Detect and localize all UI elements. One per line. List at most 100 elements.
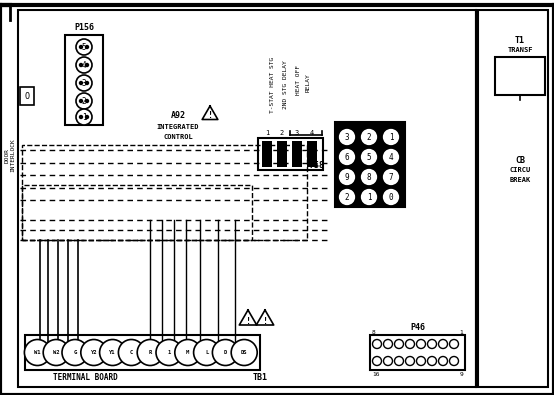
Circle shape [193, 339, 219, 365]
Text: C: C [130, 350, 133, 355]
Circle shape [338, 128, 356, 146]
Circle shape [338, 168, 356, 186]
Text: 6: 6 [345, 152, 350, 162]
Text: 9: 9 [459, 372, 463, 378]
Circle shape [62, 339, 88, 365]
Circle shape [382, 128, 400, 146]
Bar [20, 87, 34, 105]
Text: TERMINAL BOARD: TERMINAL BOARD [53, 374, 117, 382]
Circle shape [137, 339, 163, 365]
Bar [495, 57, 545, 95]
Text: O: O [24, 92, 29, 100]
Circle shape [80, 100, 83, 102]
Circle shape [76, 93, 92, 109]
Text: INTEGRATED: INTEGRATED [157, 124, 199, 130]
Bar [370, 335, 465, 370]
Circle shape [338, 188, 356, 206]
Bar [277, 141, 287, 167]
Circle shape [382, 148, 400, 166]
Circle shape [338, 148, 356, 166]
Circle shape [175, 339, 201, 365]
Text: 2ND STG DELAY: 2ND STG DELAY [283, 60, 288, 109]
Bar [25, 335, 260, 370]
Text: 3: 3 [345, 132, 350, 141]
Circle shape [76, 109, 92, 125]
Text: !: ! [245, 316, 250, 325]
Circle shape [383, 339, 392, 348]
Text: 8: 8 [367, 173, 371, 181]
Circle shape [372, 357, 382, 365]
Text: 3: 3 [295, 130, 299, 136]
Circle shape [81, 339, 107, 365]
Circle shape [449, 357, 459, 365]
Circle shape [394, 339, 403, 348]
Circle shape [85, 45, 89, 49]
Text: 5: 5 [367, 152, 371, 162]
Text: W1: W1 [34, 350, 40, 355]
Text: 1: 1 [81, 113, 86, 122]
Text: 1: 1 [265, 130, 269, 136]
Text: TRANSF: TRANSF [507, 47, 533, 53]
Bar [18, 10, 476, 387]
Circle shape [80, 81, 83, 85]
Circle shape [24, 339, 50, 365]
Circle shape [76, 57, 92, 73]
Bar [22, 185, 252, 240]
Text: P46: P46 [410, 322, 425, 331]
Circle shape [360, 188, 378, 206]
Text: 16: 16 [372, 372, 379, 378]
Circle shape [360, 168, 378, 186]
Text: 2: 2 [367, 132, 371, 141]
Circle shape [428, 339, 437, 348]
Circle shape [428, 357, 437, 365]
Text: 1: 1 [389, 132, 393, 141]
Bar [22, 145, 307, 240]
Circle shape [85, 100, 89, 102]
Circle shape [360, 148, 378, 166]
Circle shape [76, 39, 92, 55]
Text: CONTROL: CONTROL [163, 134, 193, 140]
Text: P58: P58 [310, 160, 325, 169]
Circle shape [119, 339, 145, 365]
Text: DOOR
INTERLOCK: DOOR INTERLOCK [4, 138, 16, 172]
Text: 3: 3 [81, 79, 86, 88]
Text: Y2: Y2 [90, 350, 97, 355]
Polygon shape [239, 310, 257, 325]
Text: A92: A92 [171, 111, 186, 120]
Text: !: ! [263, 316, 268, 325]
Circle shape [85, 64, 89, 66]
Circle shape [383, 357, 392, 365]
Text: R: R [148, 350, 152, 355]
Text: RELAY: RELAY [305, 73, 310, 92]
Circle shape [449, 339, 459, 348]
Text: 4: 4 [81, 60, 86, 70]
Circle shape [417, 357, 425, 365]
Text: 2: 2 [345, 192, 350, 201]
Circle shape [439, 357, 448, 365]
Circle shape [43, 339, 69, 365]
Bar [292, 141, 302, 167]
Text: 7: 7 [389, 173, 393, 181]
Text: 1: 1 [367, 192, 371, 201]
Circle shape [382, 188, 400, 206]
Circle shape [80, 115, 83, 118]
Text: 4: 4 [389, 152, 393, 162]
Text: DS: DS [241, 350, 248, 355]
Text: Y1: Y1 [109, 350, 116, 355]
Circle shape [76, 75, 92, 91]
Text: TB1: TB1 [253, 374, 268, 382]
Text: L: L [205, 350, 208, 355]
Circle shape [360, 128, 378, 146]
Text: 0: 0 [389, 192, 393, 201]
Text: !: ! [208, 111, 213, 120]
Bar [307, 141, 317, 167]
Text: BREAK: BREAK [509, 177, 531, 183]
Text: CIRCU: CIRCU [509, 167, 531, 173]
Text: 8: 8 [372, 331, 376, 335]
Bar [478, 10, 548, 387]
Text: D: D [224, 350, 227, 355]
Text: CB: CB [515, 156, 525, 164]
Circle shape [372, 339, 382, 348]
Bar [262, 141, 272, 167]
Polygon shape [257, 310, 274, 325]
